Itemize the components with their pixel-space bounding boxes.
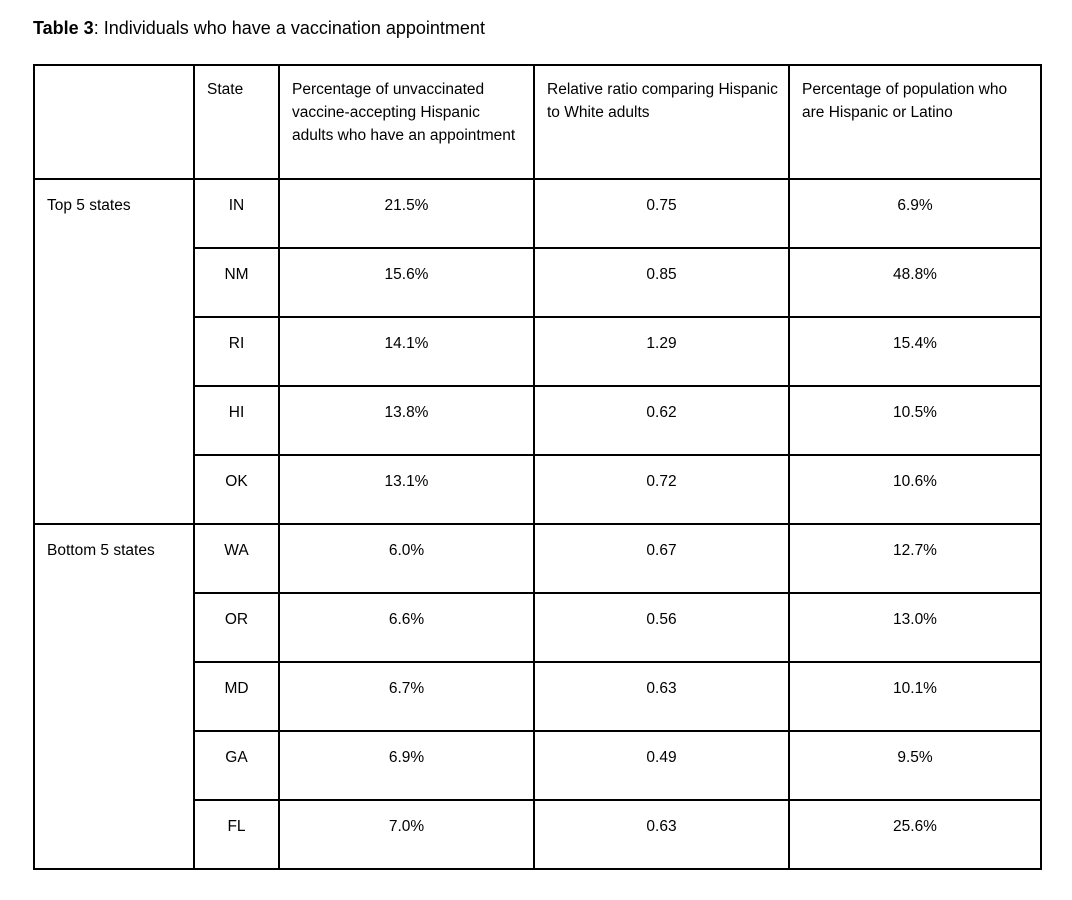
relative-ratio-cell: 0.67 [533,523,790,594]
table-body: Top 5 states IN 21.5% 0.75 6.9% NM 15.6% 0.85 48… [33,178,1042,870]
table-row: HI 13.8% 0.62 10.5% [34,385,1042,456]
state-cell: IN [193,178,280,249]
table-header-row: State Percentage of unvaccinated vaccine… [33,64,1042,180]
relative-ratio-cell: 0.63 [533,799,790,870]
relative-ratio-cell: 0.75 [533,178,790,249]
state-cell: MD [193,661,280,732]
table-title-prefix: Table 3 [33,18,94,38]
group-label-cell: Bottom 5 states [33,523,195,870]
relative-ratio-cell: 0.72 [533,454,790,525]
relative-ratio-cell: 0.56 [533,592,790,663]
table-title: Table 3: Individuals who have a vaccinat… [33,16,485,40]
table-row: RI 14.1% 1.29 15.4% [34,316,1042,387]
table-title-text: : Individuals who have a vaccination app… [93,18,485,38]
table-row: Top 5 states IN 21.5% 0.75 6.9% [33,178,1042,525]
header-empty-cell [33,64,195,180]
state-cell: FL [193,799,280,870]
group-label-cell: Top 5 states [33,178,195,525]
table-row: NM 15.6% 0.85 48.8% [34,247,1042,318]
pct-population-cell: 25.6% [788,799,1042,870]
state-cell: OR [193,592,280,663]
pct-appointment-cell: 15.6% [278,247,535,318]
header-pct-population: Percentage of population who are Hispani… [788,64,1042,180]
pct-appointment-cell: 7.0% [278,799,535,870]
relative-ratio-cell: 0.62 [533,385,790,456]
state-cell: WA [193,523,280,594]
pct-appointment-cell: 13.8% [278,385,535,456]
relative-ratio-cell: 1.29 [533,316,790,387]
pct-population-cell: 6.9% [788,178,1042,249]
pct-appointment-cell: 14.1% [278,316,535,387]
pct-population-cell: 10.5% [788,385,1042,456]
pct-population-cell: 13.0% [788,592,1042,663]
pct-population-cell: 12.7% [788,523,1042,594]
header-relative-ratio: Relative ratio comparing Hispanic to Whi… [533,64,790,180]
table-row: Bottom 5 states WA 6.0% 0.67 12.7% [33,523,1042,870]
table-row: OK 13.1% 0.72 10.6% [34,454,1042,525]
table-row: FL 7.0% 0.63 25.6% [34,799,1042,870]
pct-population-cell: 9.5% [788,730,1042,801]
pct-population-cell: 10.1% [788,661,1042,732]
pct-population-cell: 15.4% [788,316,1042,387]
pct-population-cell: 10.6% [788,454,1042,525]
state-cell: HI [193,385,280,456]
pct-appointment-cell: 6.0% [278,523,535,594]
pct-appointment-cell: 6.7% [278,661,535,732]
state-cell: GA [193,730,280,801]
state-cell: NM [193,247,280,318]
header-state: State [193,64,280,180]
pct-appointment-cell: 21.5% [278,178,535,249]
pct-population-cell: 48.8% [788,247,1042,318]
state-cell: RI [193,316,280,387]
table-row: OR 6.6% 0.56 13.0% [34,592,1042,663]
relative-ratio-cell: 0.85 [533,247,790,318]
relative-ratio-cell: 0.63 [533,661,790,732]
header-pct-appointment: Percentage of unvaccinated vaccine-accep… [278,64,535,180]
relative-ratio-cell: 0.49 [533,730,790,801]
pct-appointment-cell: 6.6% [278,592,535,663]
table-row: GA 6.9% 0.49 9.5% [34,730,1042,801]
vaccination-appointment-table: State Percentage of unvaccinated vaccine… [33,64,1042,870]
table-row: MD 6.7% 0.63 10.1% [34,661,1042,732]
pct-appointment-cell: 13.1% [278,454,535,525]
state-cell: OK [193,454,280,525]
pct-appointment-cell: 6.9% [278,730,535,801]
